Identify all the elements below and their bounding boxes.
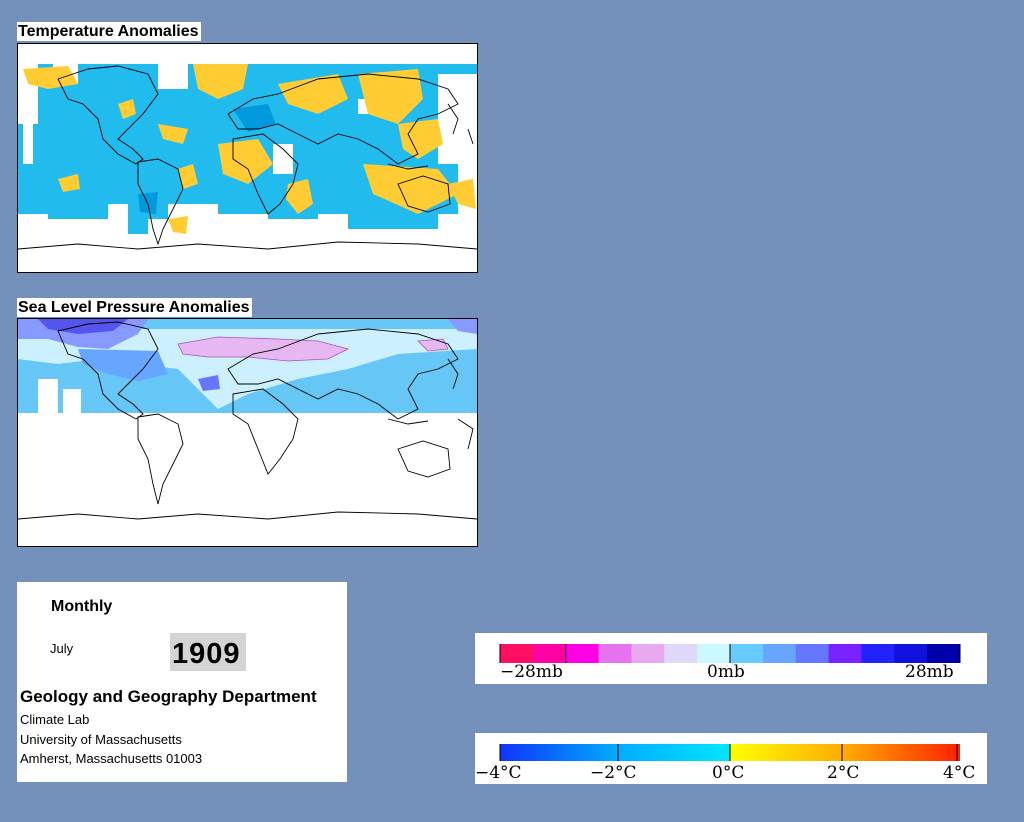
month-label: July [50, 641, 74, 656]
frequency-label: Monthly [51, 598, 113, 615]
pressure-colorbar: −28mb 0mb 28mb [499, 644, 961, 682]
pressure-swatch [565, 644, 600, 663]
pressure-swatch [532, 644, 567, 663]
pressure-swatch [927, 644, 961, 663]
temperature-map-title: Temperature Anomalies [17, 22, 201, 41]
pressure-map-title: Sea Level Pressure Anomalies [17, 298, 252, 317]
temp-label-plus4: 4°C [943, 763, 975, 783]
temp-label-plus2: 2°C [827, 763, 859, 783]
temperature-anomaly-map [17, 43, 478, 273]
pressure-swatch [631, 644, 665, 663]
pressure-label-zero: 0mb [707, 662, 745, 682]
pressure-swatch [861, 644, 895, 663]
pressure-anomaly-map [17, 318, 478, 547]
pressure-swatch [500, 644, 534, 663]
pressure-swatch [664, 644, 698, 663]
temperature-colorbar: −4°C −2°C 0°C 2°C 4°C [475, 744, 975, 783]
year-label: 1909 [172, 638, 241, 670]
temp-label-minus4: −4°C [475, 763, 522, 783]
pressure-swatch [697, 644, 731, 663]
temp-label-zero: 0°C [712, 763, 744, 783]
pressure-swatch [762, 644, 797, 663]
pressure-swatch [894, 644, 928, 663]
pressure-label-min: −28mb [500, 662, 563, 682]
lab-label: Climate Lab [20, 712, 90, 727]
temperature-legend: −4°C −2°C 0°C 2°C 4°C [475, 733, 987, 784]
pressure-label-max: 28mb [905, 662, 954, 682]
address-label: Amherst, Massachusetts 01003 [20, 751, 203, 766]
pressure-swatch [828, 644, 862, 663]
university-label: University of Massachusetts [20, 732, 182, 747]
pressure-swatch [598, 644, 632, 663]
pressure-swatch [795, 644, 830, 663]
department-label: Geology and Geography Department [20, 687, 317, 706]
pressure-legend: −28mb 0mb 28mb [475, 633, 987, 684]
year-box: 1909 [170, 633, 246, 671]
pressure-swatch [730, 644, 764, 663]
info-panel: Monthly July 1909 Geology and Geography … [17, 582, 347, 782]
temp-label-minus2: −2°C [590, 763, 637, 783]
